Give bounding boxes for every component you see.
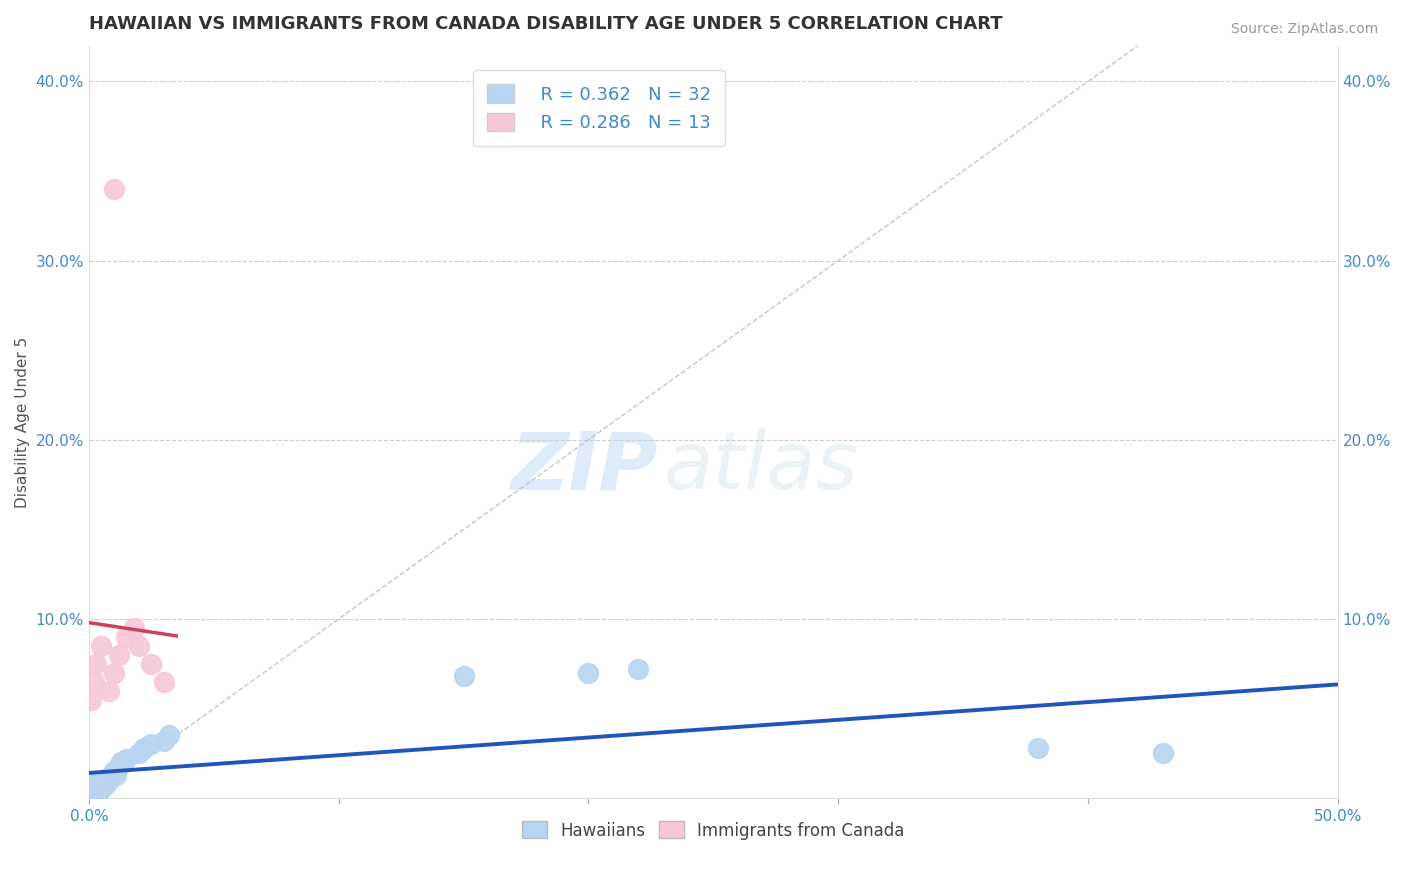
Point — [103, 665, 125, 680]
Y-axis label: Disability Age Under 5: Disability Age Under 5 — [15, 336, 30, 508]
Point — [576, 665, 599, 680]
Point — [122, 621, 145, 635]
Point — [96, 777, 118, 791]
Point — [105, 768, 128, 782]
Point — [83, 674, 105, 689]
Point — [110, 756, 132, 770]
Point — [115, 752, 138, 766]
Text: HAWAIIAN VS IMMIGRANTS FROM CANADA DISABILITY AGE UNDER 5 CORRELATION CHART: HAWAIIAN VS IMMIGRANTS FROM CANADA DISAB… — [89, 15, 1002, 33]
Point — [83, 784, 105, 798]
Point — [141, 738, 163, 752]
Point — [97, 683, 120, 698]
Point — [83, 780, 105, 795]
Point — [128, 747, 150, 761]
Point — [128, 639, 150, 653]
Point — [103, 764, 125, 779]
Point — [103, 182, 125, 196]
Point — [627, 662, 650, 676]
Point — [141, 657, 163, 671]
Text: atlas: atlas — [664, 428, 858, 506]
Point — [115, 630, 138, 644]
Point — [108, 648, 131, 662]
Point — [86, 779, 108, 793]
Point — [80, 782, 103, 797]
Point — [132, 741, 155, 756]
Point — [153, 734, 176, 748]
Point — [86, 657, 108, 671]
Point — [157, 728, 180, 742]
Point — [453, 669, 475, 683]
Point — [108, 759, 131, 773]
Point — [97, 773, 120, 788]
Point — [90, 639, 112, 653]
Point — [86, 782, 108, 797]
Point — [83, 777, 105, 791]
Text: Source: ZipAtlas.com: Source: ZipAtlas.com — [1230, 22, 1378, 37]
Point — [87, 777, 110, 791]
Point — [80, 786, 103, 800]
Point — [87, 780, 110, 795]
Point — [153, 674, 176, 689]
Point — [90, 773, 112, 788]
Point — [93, 779, 115, 793]
Point — [1152, 747, 1174, 761]
Point — [86, 786, 108, 800]
Point — [1026, 741, 1049, 756]
Text: ZIP: ZIP — [510, 428, 657, 506]
Point — [90, 782, 112, 797]
Point — [97, 770, 120, 784]
Point — [80, 692, 103, 706]
Point — [87, 784, 110, 798]
Legend: Hawaiians, Immigrants from Canada: Hawaiians, Immigrants from Canada — [516, 814, 911, 847]
